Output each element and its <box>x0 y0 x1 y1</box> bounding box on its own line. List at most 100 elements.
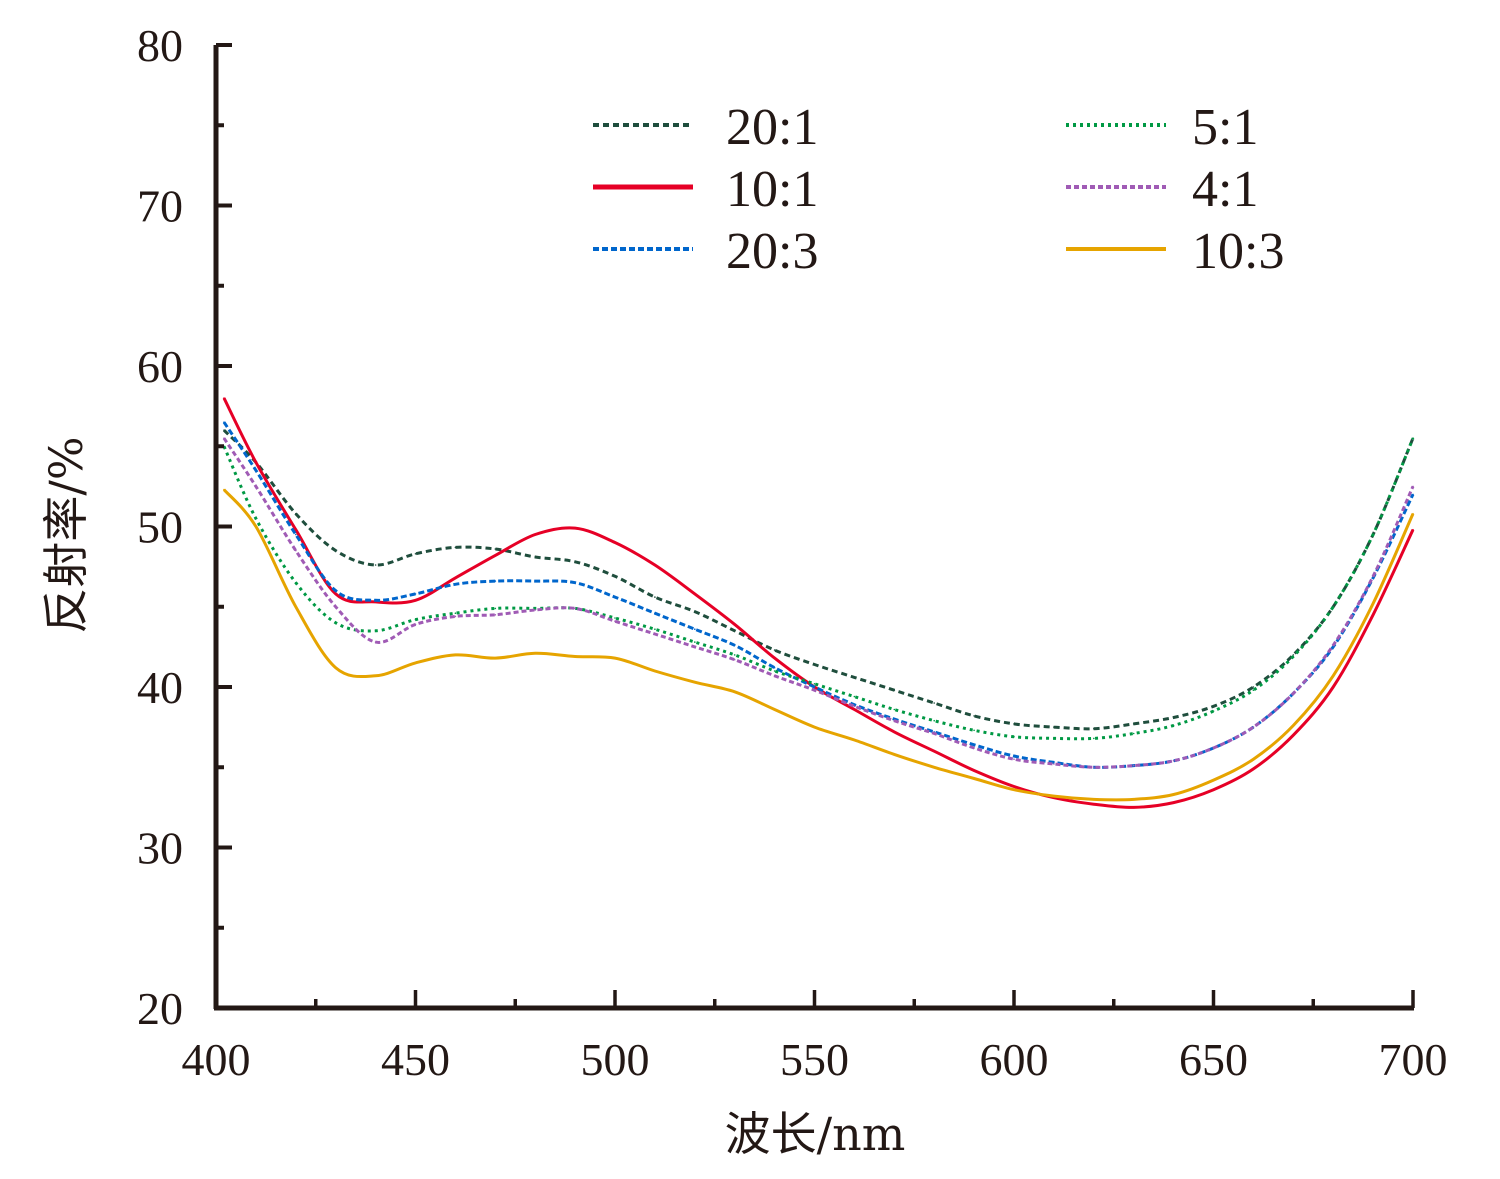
data-point <box>454 654 457 656</box>
data-point <box>1053 737 1055 740</box>
data-point <box>813 726 816 728</box>
data-point <box>1132 764 1135 767</box>
data-point <box>614 657 616 659</box>
data-point <box>494 657 497 659</box>
data-point <box>414 623 417 626</box>
legend-label: 5:1 <box>1192 99 1258 156</box>
data-point <box>773 666 776 669</box>
data-point <box>853 739 856 741</box>
data-point <box>773 649 776 651</box>
data-point <box>1212 779 1215 781</box>
data-point <box>534 652 536 655</box>
data-point <box>1212 710 1215 712</box>
data-point <box>1412 493 1414 496</box>
data-point <box>334 593 337 595</box>
data-point <box>1172 724 1175 727</box>
data-point <box>454 577 457 579</box>
data-point <box>813 686 816 688</box>
data-point <box>1132 723 1135 725</box>
data-point <box>1372 614 1374 616</box>
data-point <box>1013 785 1015 788</box>
data-point <box>1372 577 1374 579</box>
data-point <box>414 662 417 664</box>
data-point <box>973 715 975 717</box>
series-line-10-3 <box>222 488 1415 802</box>
data-point <box>973 747 975 749</box>
x-tick-label: 500 <box>581 1034 650 1085</box>
x-tick-label: 450 <box>381 1034 450 1085</box>
data-point <box>614 541 616 544</box>
data-point <box>1172 716 1175 719</box>
data-point <box>654 564 656 566</box>
data-point <box>733 630 736 632</box>
data-point <box>1093 803 1095 805</box>
data-point <box>773 657 776 659</box>
data-point <box>1132 806 1135 809</box>
data-point <box>534 609 536 611</box>
y-tick-label: 30 <box>137 823 183 874</box>
data-point <box>223 421 225 424</box>
data-point <box>853 705 856 708</box>
data-point <box>1292 692 1295 695</box>
data-point <box>374 599 377 602</box>
data-point <box>1292 734 1295 736</box>
data-point <box>223 437 225 440</box>
series-line-10-1 <box>222 397 1415 809</box>
data-point <box>973 769 975 772</box>
data-point <box>295 581 297 584</box>
data-point <box>733 623 736 626</box>
legend-label: 20:1 <box>726 99 818 156</box>
data-point <box>973 744 975 746</box>
y-tick-label: 60 <box>137 341 183 392</box>
data-point <box>893 719 896 722</box>
data-point <box>574 655 576 658</box>
data-point <box>1252 686 1255 688</box>
y-axis-title: 反射率/% <box>39 436 93 633</box>
data-point <box>733 691 736 693</box>
y-ticks: 20 30 40 50 60 70 80 <box>137 20 232 1034</box>
data-point <box>454 612 457 614</box>
data-point <box>1212 747 1215 749</box>
data-point <box>334 666 337 669</box>
data-point <box>893 753 896 756</box>
data-point <box>1053 795 1055 797</box>
data-point <box>773 708 776 711</box>
data-point <box>255 469 257 472</box>
data-point <box>1412 437 1414 440</box>
data-point <box>295 528 297 531</box>
data-point <box>733 658 736 661</box>
data-point <box>1332 606 1334 608</box>
data-point <box>494 554 497 557</box>
data-point <box>414 599 417 602</box>
data-point <box>853 695 856 698</box>
data-point <box>1212 705 1215 708</box>
data-point <box>1412 485 1414 488</box>
data-point <box>1013 788 1015 791</box>
data-point <box>1013 758 1015 760</box>
data-point <box>414 618 417 621</box>
data-point <box>295 606 297 608</box>
data-point <box>1332 644 1334 647</box>
data-point <box>853 708 856 711</box>
data-point <box>223 397 225 399</box>
data-point <box>454 615 457 618</box>
data-point <box>813 663 816 666</box>
data-point <box>574 607 576 610</box>
legend-label: 20:3 <box>726 223 818 280</box>
data-point <box>1093 727 1095 730</box>
series-layer <box>222 397 1415 809</box>
data-point <box>295 512 297 515</box>
data-point <box>933 732 935 735</box>
legend-label: 10:1 <box>726 161 818 218</box>
data-point <box>773 670 776 672</box>
data-point <box>933 719 935 722</box>
data-point <box>574 527 576 529</box>
data-point <box>1292 724 1295 727</box>
data-point <box>694 628 696 630</box>
data-point <box>893 731 896 733</box>
data-point <box>454 546 457 549</box>
data-point <box>1212 788 1215 791</box>
data-point <box>1292 654 1295 656</box>
data-point <box>1252 758 1255 760</box>
